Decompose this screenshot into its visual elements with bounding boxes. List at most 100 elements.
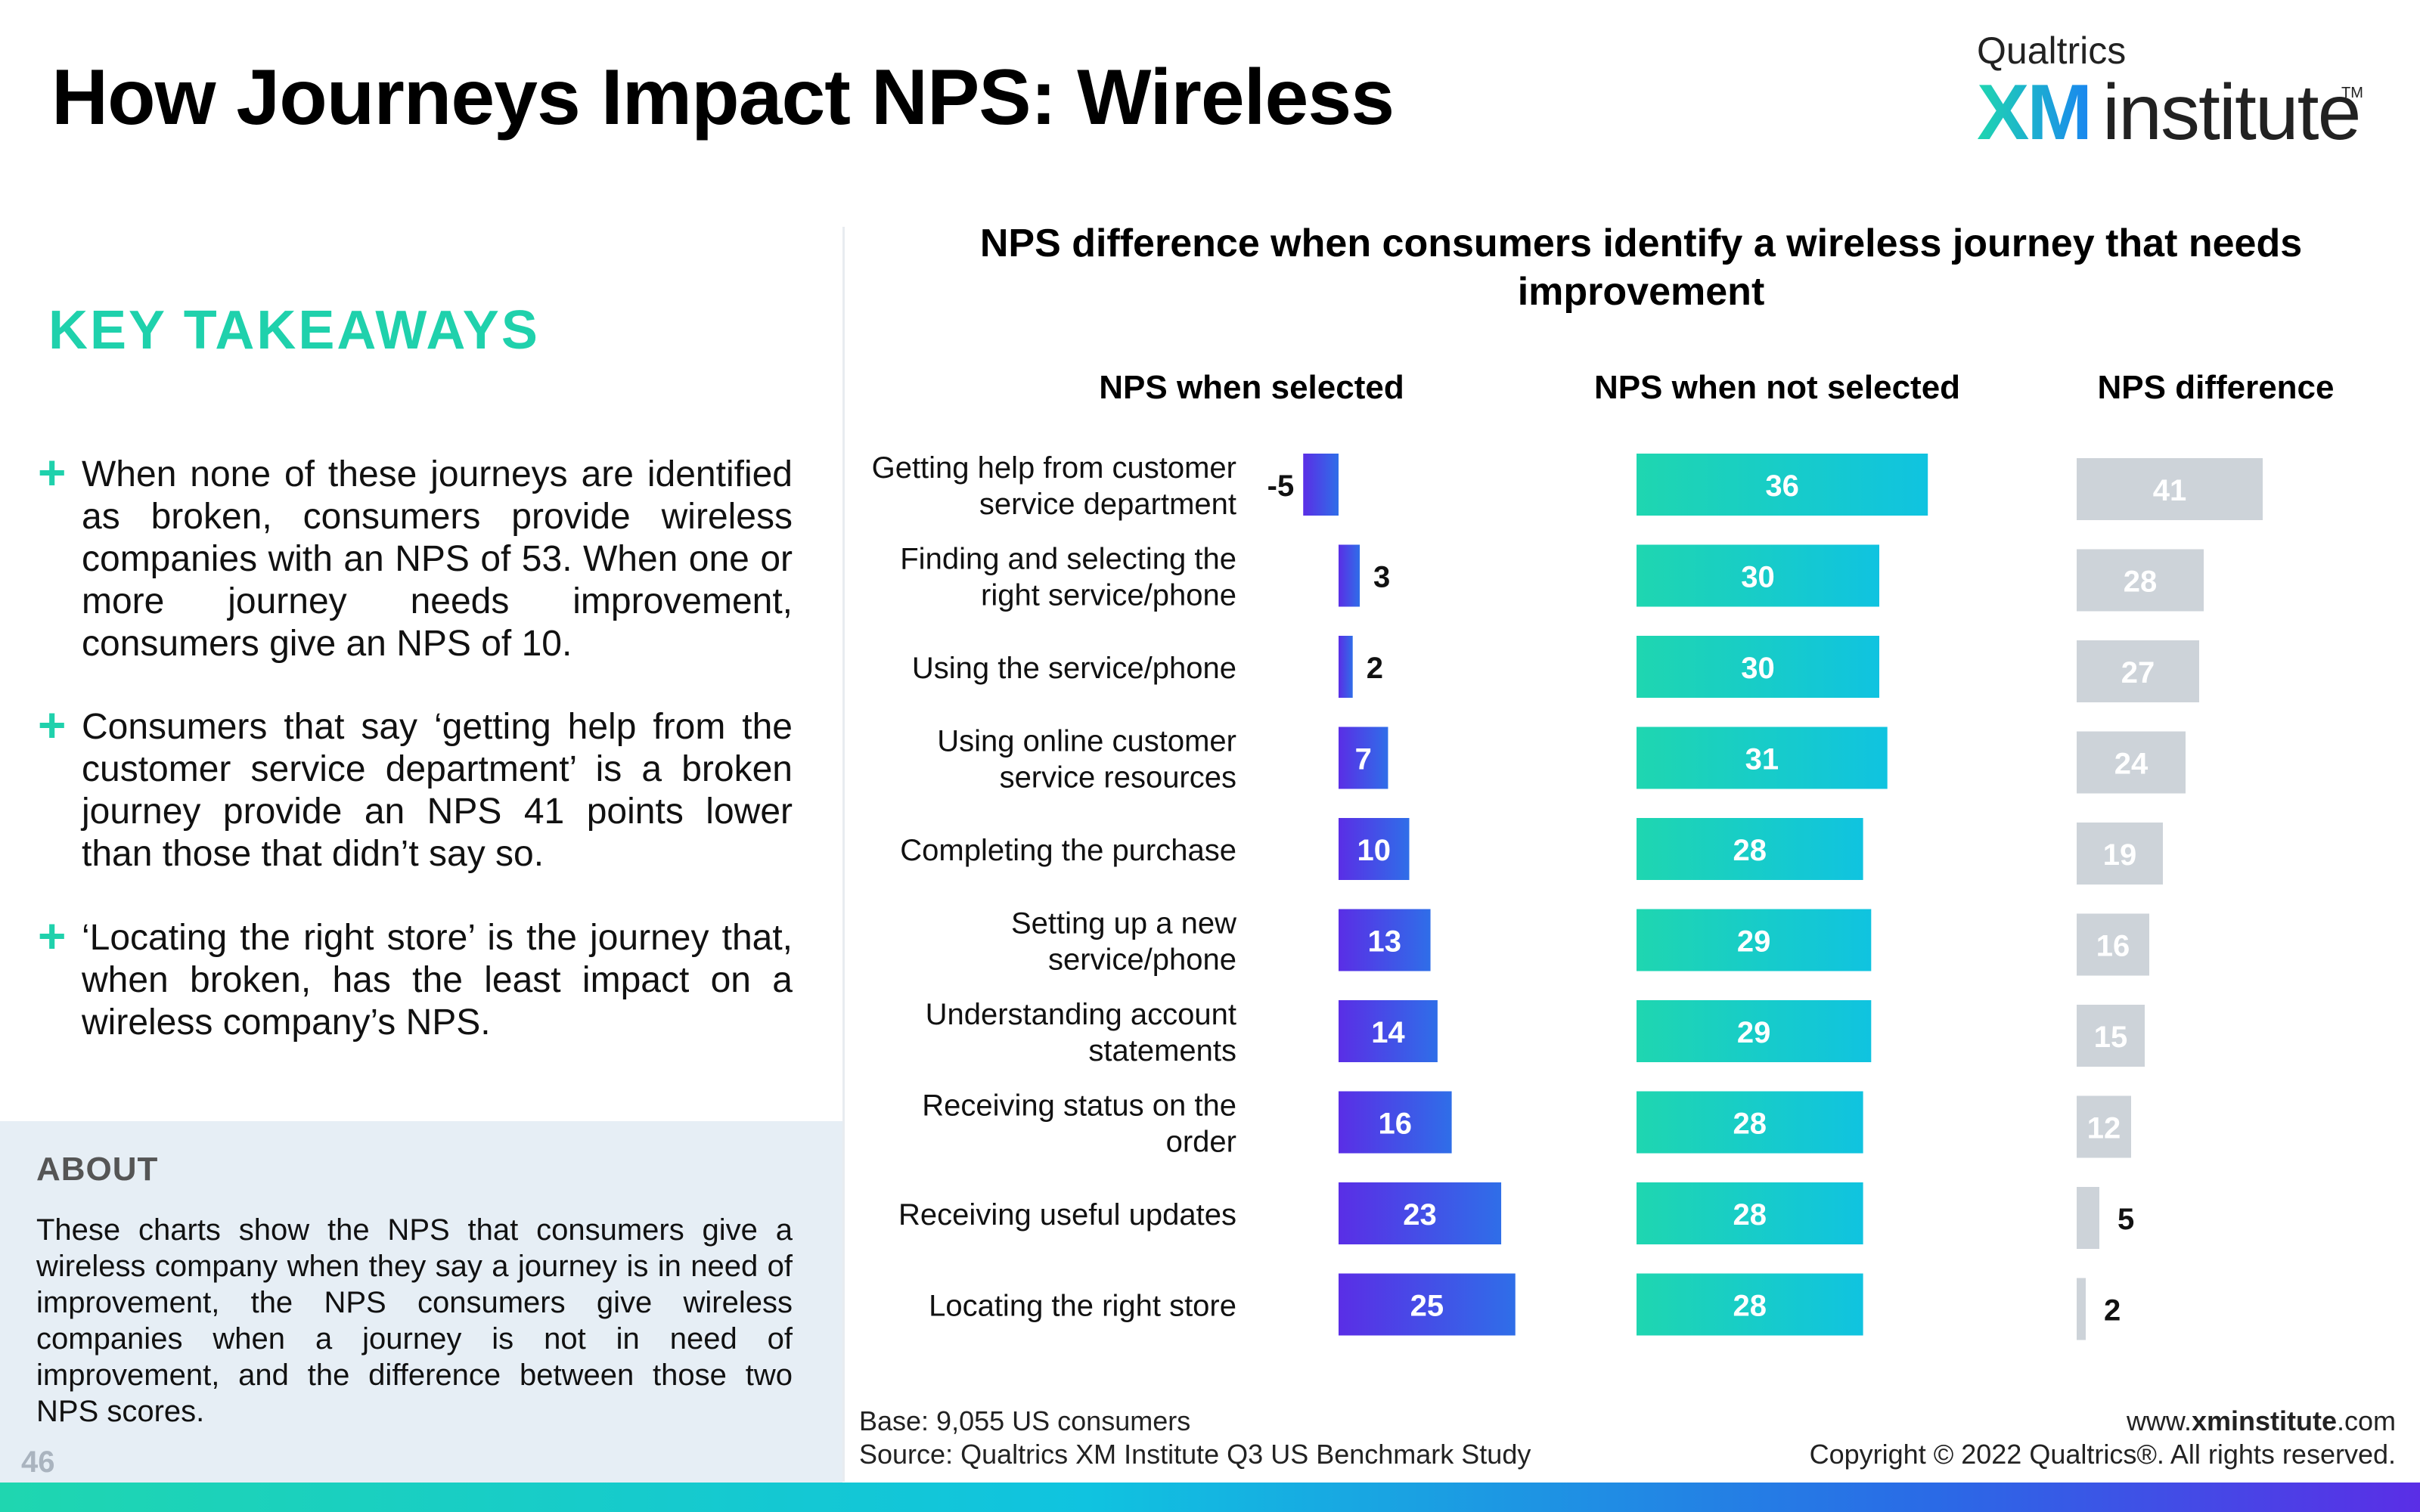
data-label-not-selected: 30: [1741, 561, 1775, 594]
data-label-difference: 28: [2124, 565, 2158, 599]
data-label-not-selected: 29: [1737, 1016, 1771, 1049]
plus-icon: +: [38, 698, 67, 752]
bar-difference: [2077, 913, 2149, 976]
category-label: Getting help from customer service depart…: [872, 451, 1236, 521]
key-takeaways-heading: KEY TAKEAWAYS: [48, 300, 540, 361]
website-link[interactable]: www.xminstitute.com: [2126, 1405, 2396, 1436]
page-title: How Journeys Impact NPS: Wireless: [51, 54, 1395, 141]
category-label: Using the service/phone: [912, 652, 1236, 685]
takeaway-text: Consumers that say ‘getting help from th…: [82, 707, 793, 874]
bar-selected: [1303, 454, 1339, 516]
base-note: Base: 9,055 US consumers: [859, 1405, 1191, 1436]
bar-not-selected: [1637, 727, 1888, 789]
bar-not-selected: [1637, 1182, 1863, 1244]
category-label: Finding and selecting the right service/p…: [900, 543, 1236, 612]
data-label-selected: 7: [1355, 743, 1372, 776]
data-label-difference: 15: [2094, 1021, 2128, 1054]
data-label-not-selected: 36: [1765, 469, 1799, 503]
logo-wordmark: institute: [2102, 69, 2361, 156]
logo-xm-mark: XM: [1977, 69, 2093, 156]
data-label-difference: 2: [2104, 1294, 2121, 1328]
bar-difference: [2077, 1095, 2131, 1158]
data-label-not-selected: 28: [1733, 1290, 1767, 1323]
about-heading: ABOUT: [36, 1151, 159, 1188]
bar-selected: [1339, 1182, 1502, 1244]
bar-selected: [1339, 1273, 1516, 1336]
data-label-selected: 23: [1403, 1198, 1437, 1232]
takeaway-text: When none of these journeys are identifi…: [82, 454, 793, 664]
bar-selected: [1339, 818, 1410, 880]
column-divider: [842, 227, 845, 1482]
bar-selected: [1339, 727, 1388, 789]
category-label: Understanding account statements: [926, 998, 1236, 1067]
data-label-selected: 2: [1367, 652, 1383, 685]
logo-brand: Qualtrics: [1977, 29, 2127, 72]
category-label: Completing the purchase: [900, 834, 1236, 867]
bar-difference: [2077, 1187, 2099, 1249]
data-label-not-selected: 28: [1733, 1108, 1767, 1141]
bar-difference: [2077, 549, 2204, 612]
column-header-difference: NPS difference: [2097, 369, 2335, 406]
data-label-difference: 16: [2096, 930, 2130, 963]
category-label: Receiving status on the order: [922, 1089, 1236, 1159]
data-label-difference: 12: [2087, 1112, 2121, 1145]
brand-gradient-bar: [0, 1483, 2420, 1512]
bar-selected: [1339, 1091, 1452, 1154]
category-label: Using online customer service resources: [937, 725, 1236, 795]
bar-not-selected: [1637, 909, 1872, 971]
bar-selected: [1339, 1000, 1438, 1062]
column-header-not-selected: NPS when not selected: [1593, 369, 1961, 406]
category-label: Setting up a new service/phone: [1011, 907, 1236, 977]
data-label-difference: 41: [2153, 474, 2187, 507]
data-label-difference: 5: [2118, 1203, 2134, 1236]
data-label-not-selected: 28: [1733, 1198, 1767, 1232]
data-label-difference: 27: [2121, 656, 2155, 689]
copyright-text: Copyright © 2022 Qualtrics®. All rights …: [1809, 1439, 2396, 1470]
category-label: Locating the right store: [929, 1290, 1236, 1323]
bar-selected: [1339, 909, 1431, 971]
takeaway-item: + When none of these journeys are identi…: [38, 445, 793, 665]
about-panel: [0, 1121, 842, 1483]
takeaway-text: ‘Locating the right store’ is the journe…: [82, 918, 793, 1043]
bar-not-selected: [1637, 636, 1879, 698]
bar-difference: [2077, 640, 2199, 702]
data-label-not-selected: 31: [1745, 743, 1779, 776]
source-note: Source: Qualtrics XM Institute Q3 US Ben…: [859, 1439, 1531, 1470]
plus-icon: +: [38, 445, 67, 500]
data-label-selected: 10: [1357, 834, 1392, 867]
bar-difference: [2077, 731, 2186, 794]
plus-icon: +: [38, 909, 67, 963]
chart-title: NPS difference when consumers identify a…: [979, 222, 2303, 314]
page-number: 46: [21, 1445, 55, 1479]
data-label-selected: 25: [1410, 1290, 1444, 1323]
takeaway-item: + ‘Locating the right store’ is the jour…: [38, 909, 793, 1044]
data-label-not-selected: 30: [1741, 652, 1775, 685]
bar-not-selected: [1637, 818, 1863, 880]
bar-not-selected: [1637, 1273, 1863, 1336]
data-label-selected: 13: [1368, 925, 1402, 959]
bar-not-selected: [1637, 1000, 1872, 1062]
bar-selected: [1339, 544, 1360, 607]
bar-difference: [2077, 1005, 2145, 1067]
data-label-difference: 24: [2114, 748, 2149, 781]
bar-not-selected: [1637, 544, 1879, 607]
category-label: Receiving useful updates: [898, 1198, 1236, 1232]
logo-trademark: TM: [2341, 85, 2363, 101]
data-label-selected: 3: [1373, 561, 1390, 594]
data-label-selected: 14: [1371, 1016, 1405, 1049]
bar-not-selected: [1637, 454, 1928, 516]
chart-footnote: Base: 9,055 US consumers Source: Qualtri…: [859, 1405, 1531, 1471]
about-text: These charts show the NPS that consumers…: [36, 1213, 793, 1428]
column-header-selected: NPS when selected: [1099, 369, 1404, 406]
takeaway-item: + Consumers that say ‘getting help from …: [38, 698, 793, 875]
bar-difference: [2077, 458, 2263, 520]
bar-difference: [2077, 1278, 2086, 1340]
bar-difference: [2077, 823, 2163, 885]
bar-selected: [1339, 636, 1353, 698]
copyright-block: www.xminstitute.com Copyright © 2022 Qua…: [1810, 1405, 2396, 1471]
bar-not-selected: [1637, 1091, 1863, 1154]
data-label-not-selected: 29: [1737, 925, 1771, 959]
data-label-not-selected: 28: [1733, 834, 1767, 867]
data-label-selected: 16: [1379, 1108, 1413, 1141]
